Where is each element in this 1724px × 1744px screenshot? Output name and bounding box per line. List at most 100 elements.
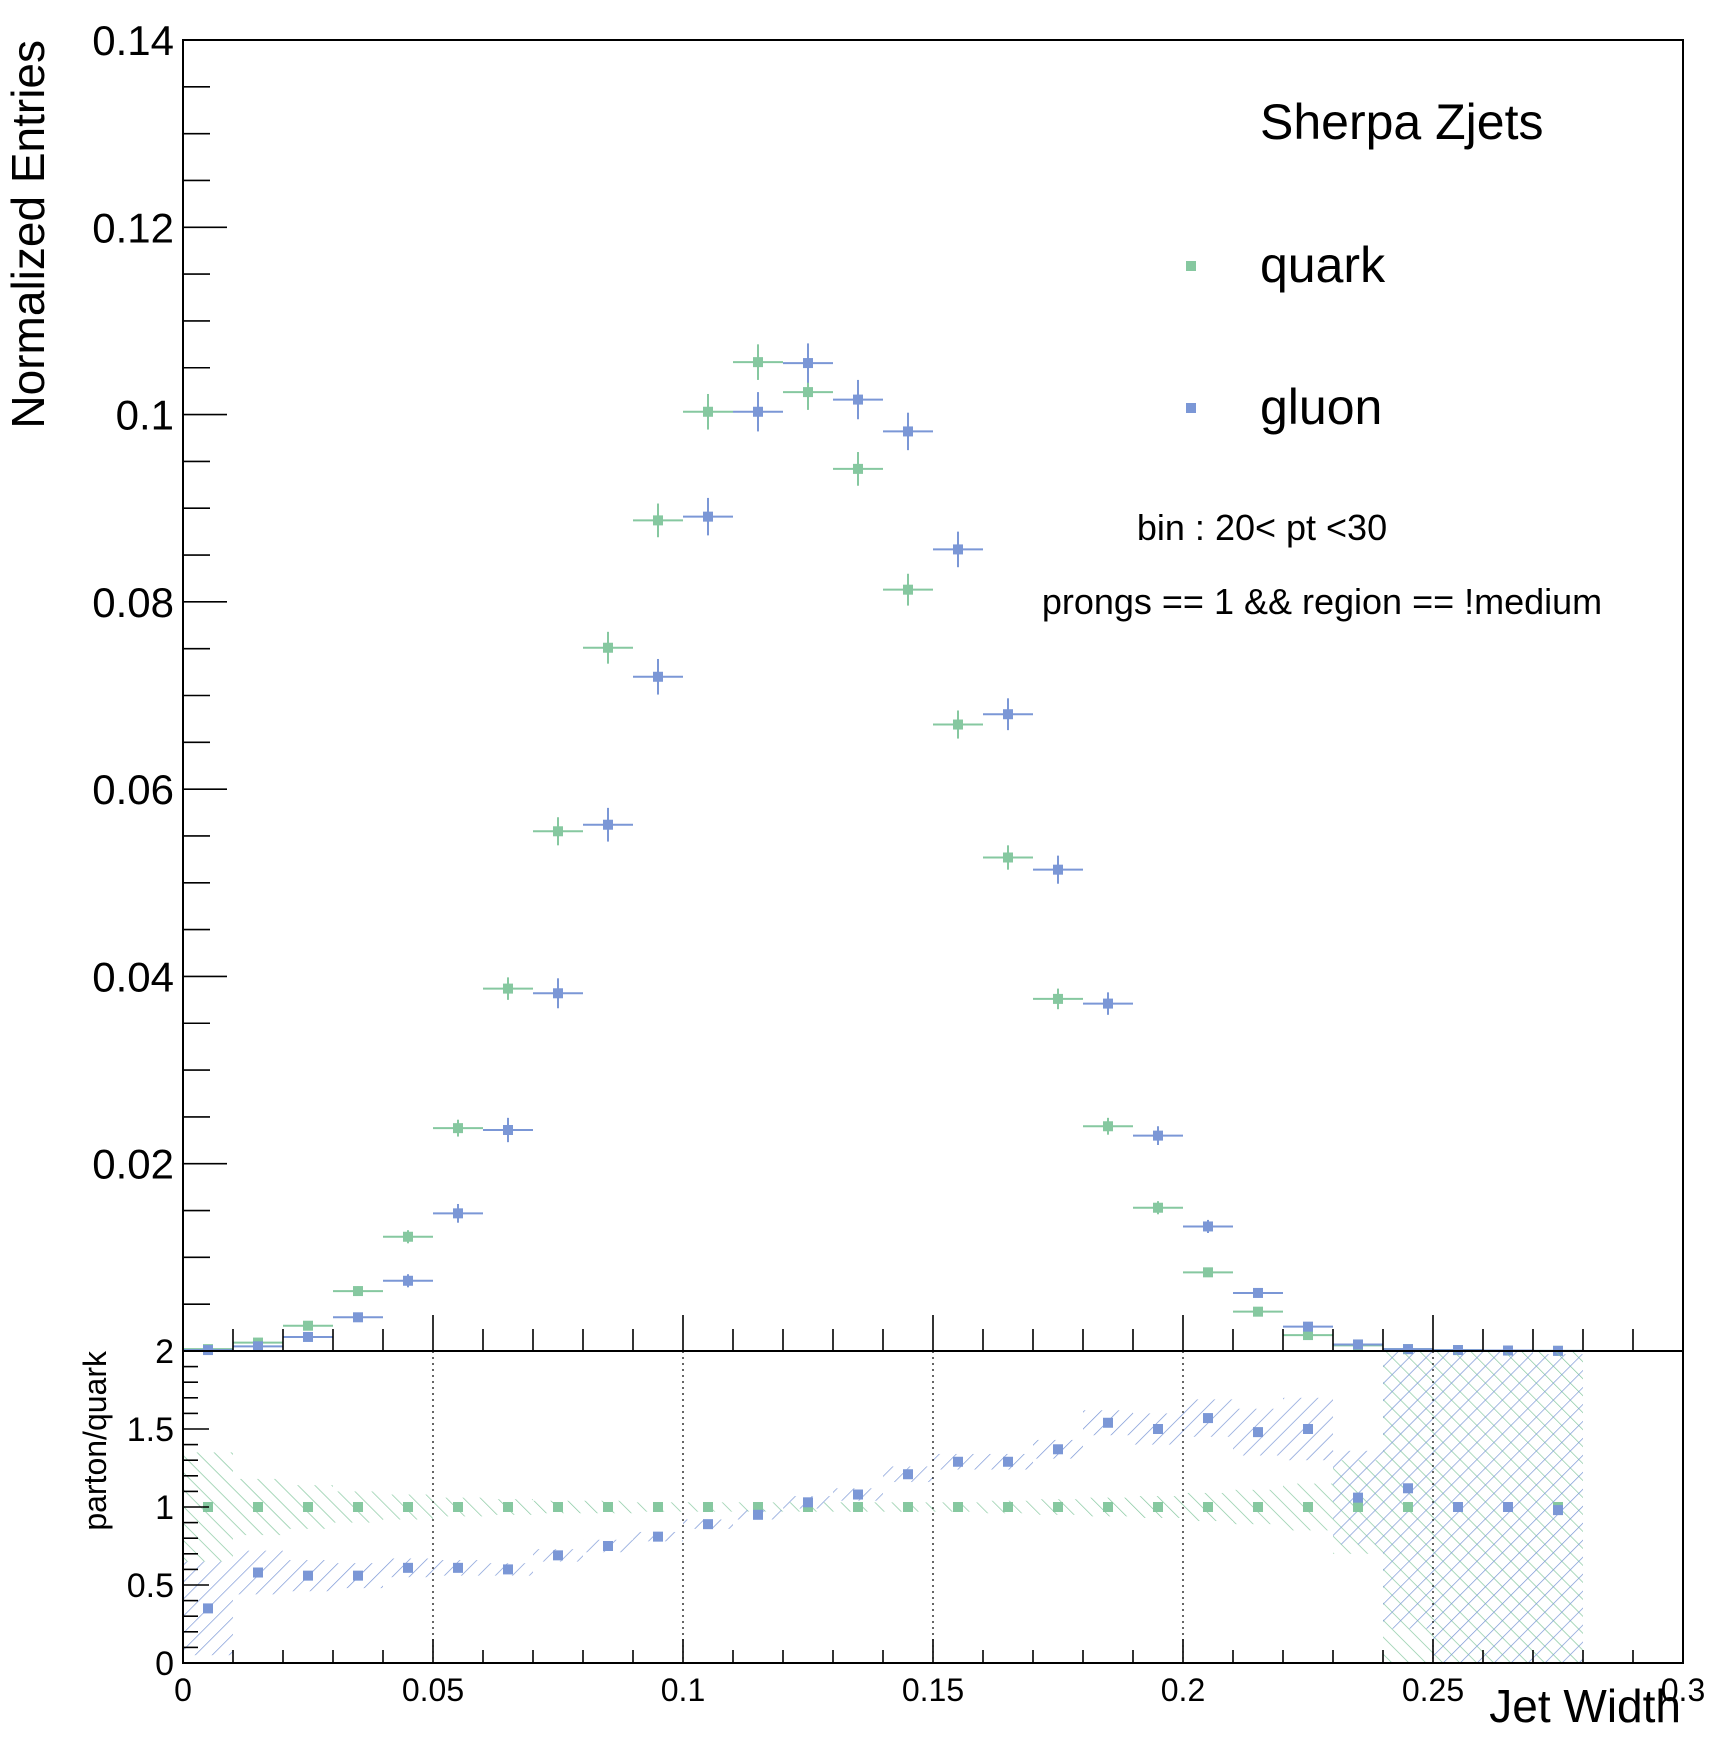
ratio-point-gluon (1053, 1444, 1063, 1455)
x-axis-label: Jet Width (1489, 1680, 1681, 1732)
main-y-tick-label: 0.02 (92, 1141, 174, 1188)
main-point-gluon (753, 406, 763, 417)
sample-label: Sherpa Zjets (1260, 94, 1543, 150)
ratio-y-tick-label: 0 (155, 1645, 174, 1683)
ratio-point-quark (1253, 1502, 1263, 1512)
ratio-point-gluon (753, 1509, 763, 1520)
main-point-gluon (1253, 1287, 1263, 1298)
main-point-gluon (1353, 1339, 1363, 1350)
ratio-point-gluon (1303, 1424, 1313, 1434)
legend-quark-label: quark (1260, 237, 1386, 293)
main-point-quark (453, 1123, 463, 1134)
ratio-point-quark (303, 1502, 313, 1512)
ratio-point-quark (1103, 1502, 1113, 1512)
ratio-point-quark (403, 1502, 413, 1512)
main-y-tick-label: 0.1 (116, 392, 174, 439)
ratio-point-quark (1003, 1502, 1013, 1512)
ratio-point-quark (503, 1502, 513, 1512)
main-point-gluon (703, 511, 713, 522)
main-y-tick-label: 0.12 (92, 204, 174, 251)
ratio-point-gluon (903, 1469, 913, 1480)
legend: quark gluon (1186, 237, 1386, 435)
main-plot-frame (182, 39, 1684, 1352)
ratio-point-quark (1353, 1502, 1363, 1512)
ratio-axis-ticks: 0 0.05 0.1 0.15 0.2 0.25 0.3 2 1.5 1 0.5 0 (127, 1333, 1706, 1708)
legend-entry-quark: quark (1186, 237, 1386, 293)
main-point-quark (903, 584, 913, 595)
main-point-quark (603, 642, 613, 653)
ratio-bands (183, 1351, 1583, 1663)
main-point-quark (853, 463, 863, 474)
legend-gluon-label: gluon (1260, 379, 1382, 435)
ratio-point-gluon (703, 1519, 713, 1530)
x-tick-label: 0.25 (1402, 1672, 1464, 1708)
ratio-point-gluon (953, 1456, 963, 1467)
x-tick-label: 0 (174, 1672, 192, 1708)
main-point-gluon (803, 358, 813, 369)
main-y-tick-label: 0.08 (92, 579, 174, 626)
ratio-point-gluon (403, 1562, 413, 1573)
ratio-point-gluon (1453, 1502, 1463, 1512)
main-point-quark (1203, 1267, 1213, 1278)
ratio-point-quark (553, 1502, 563, 1512)
x-tick-label: 0.2 (1161, 1672, 1205, 1708)
ratio-point-quark (703, 1502, 713, 1512)
main-point-quark (753, 357, 763, 368)
ratio-point-quark (603, 1502, 613, 1512)
ratio-point-gluon (503, 1564, 513, 1575)
ratio-point-gluon (1153, 1424, 1163, 1434)
ratio-point-gluon (1003, 1456, 1013, 1467)
ratio-point-quark (1403, 1502, 1413, 1512)
ratio-point-gluon (653, 1531, 663, 1542)
ratio-point-quark (453, 1502, 463, 1512)
ratio-point-gluon (603, 1541, 613, 1551)
main-marks (183, 343, 1583, 1356)
main-point-gluon (653, 671, 663, 682)
ratio-point-gluon (803, 1497, 813, 1508)
ratio-marks (203, 1413, 1563, 1614)
ratio-point-gluon (353, 1570, 363, 1581)
ratio-point-quark (903, 1502, 913, 1512)
main-point-gluon (1003, 709, 1013, 720)
main-point-gluon (1103, 998, 1113, 1009)
ratio-y-tick-label: 0.5 (127, 1567, 174, 1605)
ratio-point-gluon (1203, 1413, 1213, 1424)
ratio-point-quark (253, 1502, 263, 1512)
main-point-gluon (503, 1125, 513, 1136)
ratio-point-gluon (253, 1567, 263, 1578)
main-panel: 0.14 0.12 0.1 0.08 0.06 0.04 0.02 Normalized E… (2, 17, 1684, 1356)
ratio-point-gluon (553, 1550, 563, 1561)
main-point-gluon (953, 544, 963, 555)
main-point-quark (403, 1231, 413, 1242)
x-tick-label: 0.1 (661, 1672, 705, 1708)
x-tick-label: 0.05 (402, 1672, 464, 1708)
main-point-gluon (453, 1208, 463, 1219)
main-y-tick-label: 0.04 (92, 953, 174, 1000)
main-point-quark (1253, 1306, 1263, 1317)
ratio-point-quark (1203, 1502, 1213, 1512)
main-point-quark (553, 826, 563, 837)
ratio-panel: 0 0.05 0.1 0.15 0.2 0.25 0.3 2 1.5 1 0.5 0 parton/q… (77, 1333, 1705, 1732)
main-point-quark (703, 406, 713, 417)
ratio-point-gluon (853, 1489, 863, 1500)
ratio-grid (432, 1351, 1434, 1663)
ratio-point-gluon (1253, 1427, 1263, 1438)
x-tick-label: 0.3 (1661, 1672, 1705, 1708)
ratio-y-tick-label: 1.5 (127, 1411, 174, 1449)
ratio-point-quark (853, 1502, 863, 1512)
ratio-point-quark (1053, 1502, 1063, 1512)
ratio-point-quark (753, 1502, 763, 1512)
pt-bin-label: bin : 20< pt <30 (1137, 507, 1387, 548)
main-point-gluon (1153, 1130, 1163, 1141)
ratio-point-gluon (1553, 1505, 1563, 1516)
main-point-gluon (553, 988, 563, 999)
main-point-quark (653, 515, 663, 526)
main-axis-ticks: 0.14 0.12 0.1 0.08 0.06 0.04 0.02 (92, 17, 1634, 1351)
main-point-gluon (1053, 864, 1063, 875)
ratio-point-quark (1153, 1502, 1163, 1512)
ratio-point-gluon (453, 1562, 463, 1573)
ratio-point-gluon (1353, 1492, 1363, 1503)
main-point-quark (1303, 1330, 1313, 1341)
main-point-gluon (1403, 1344, 1413, 1355)
